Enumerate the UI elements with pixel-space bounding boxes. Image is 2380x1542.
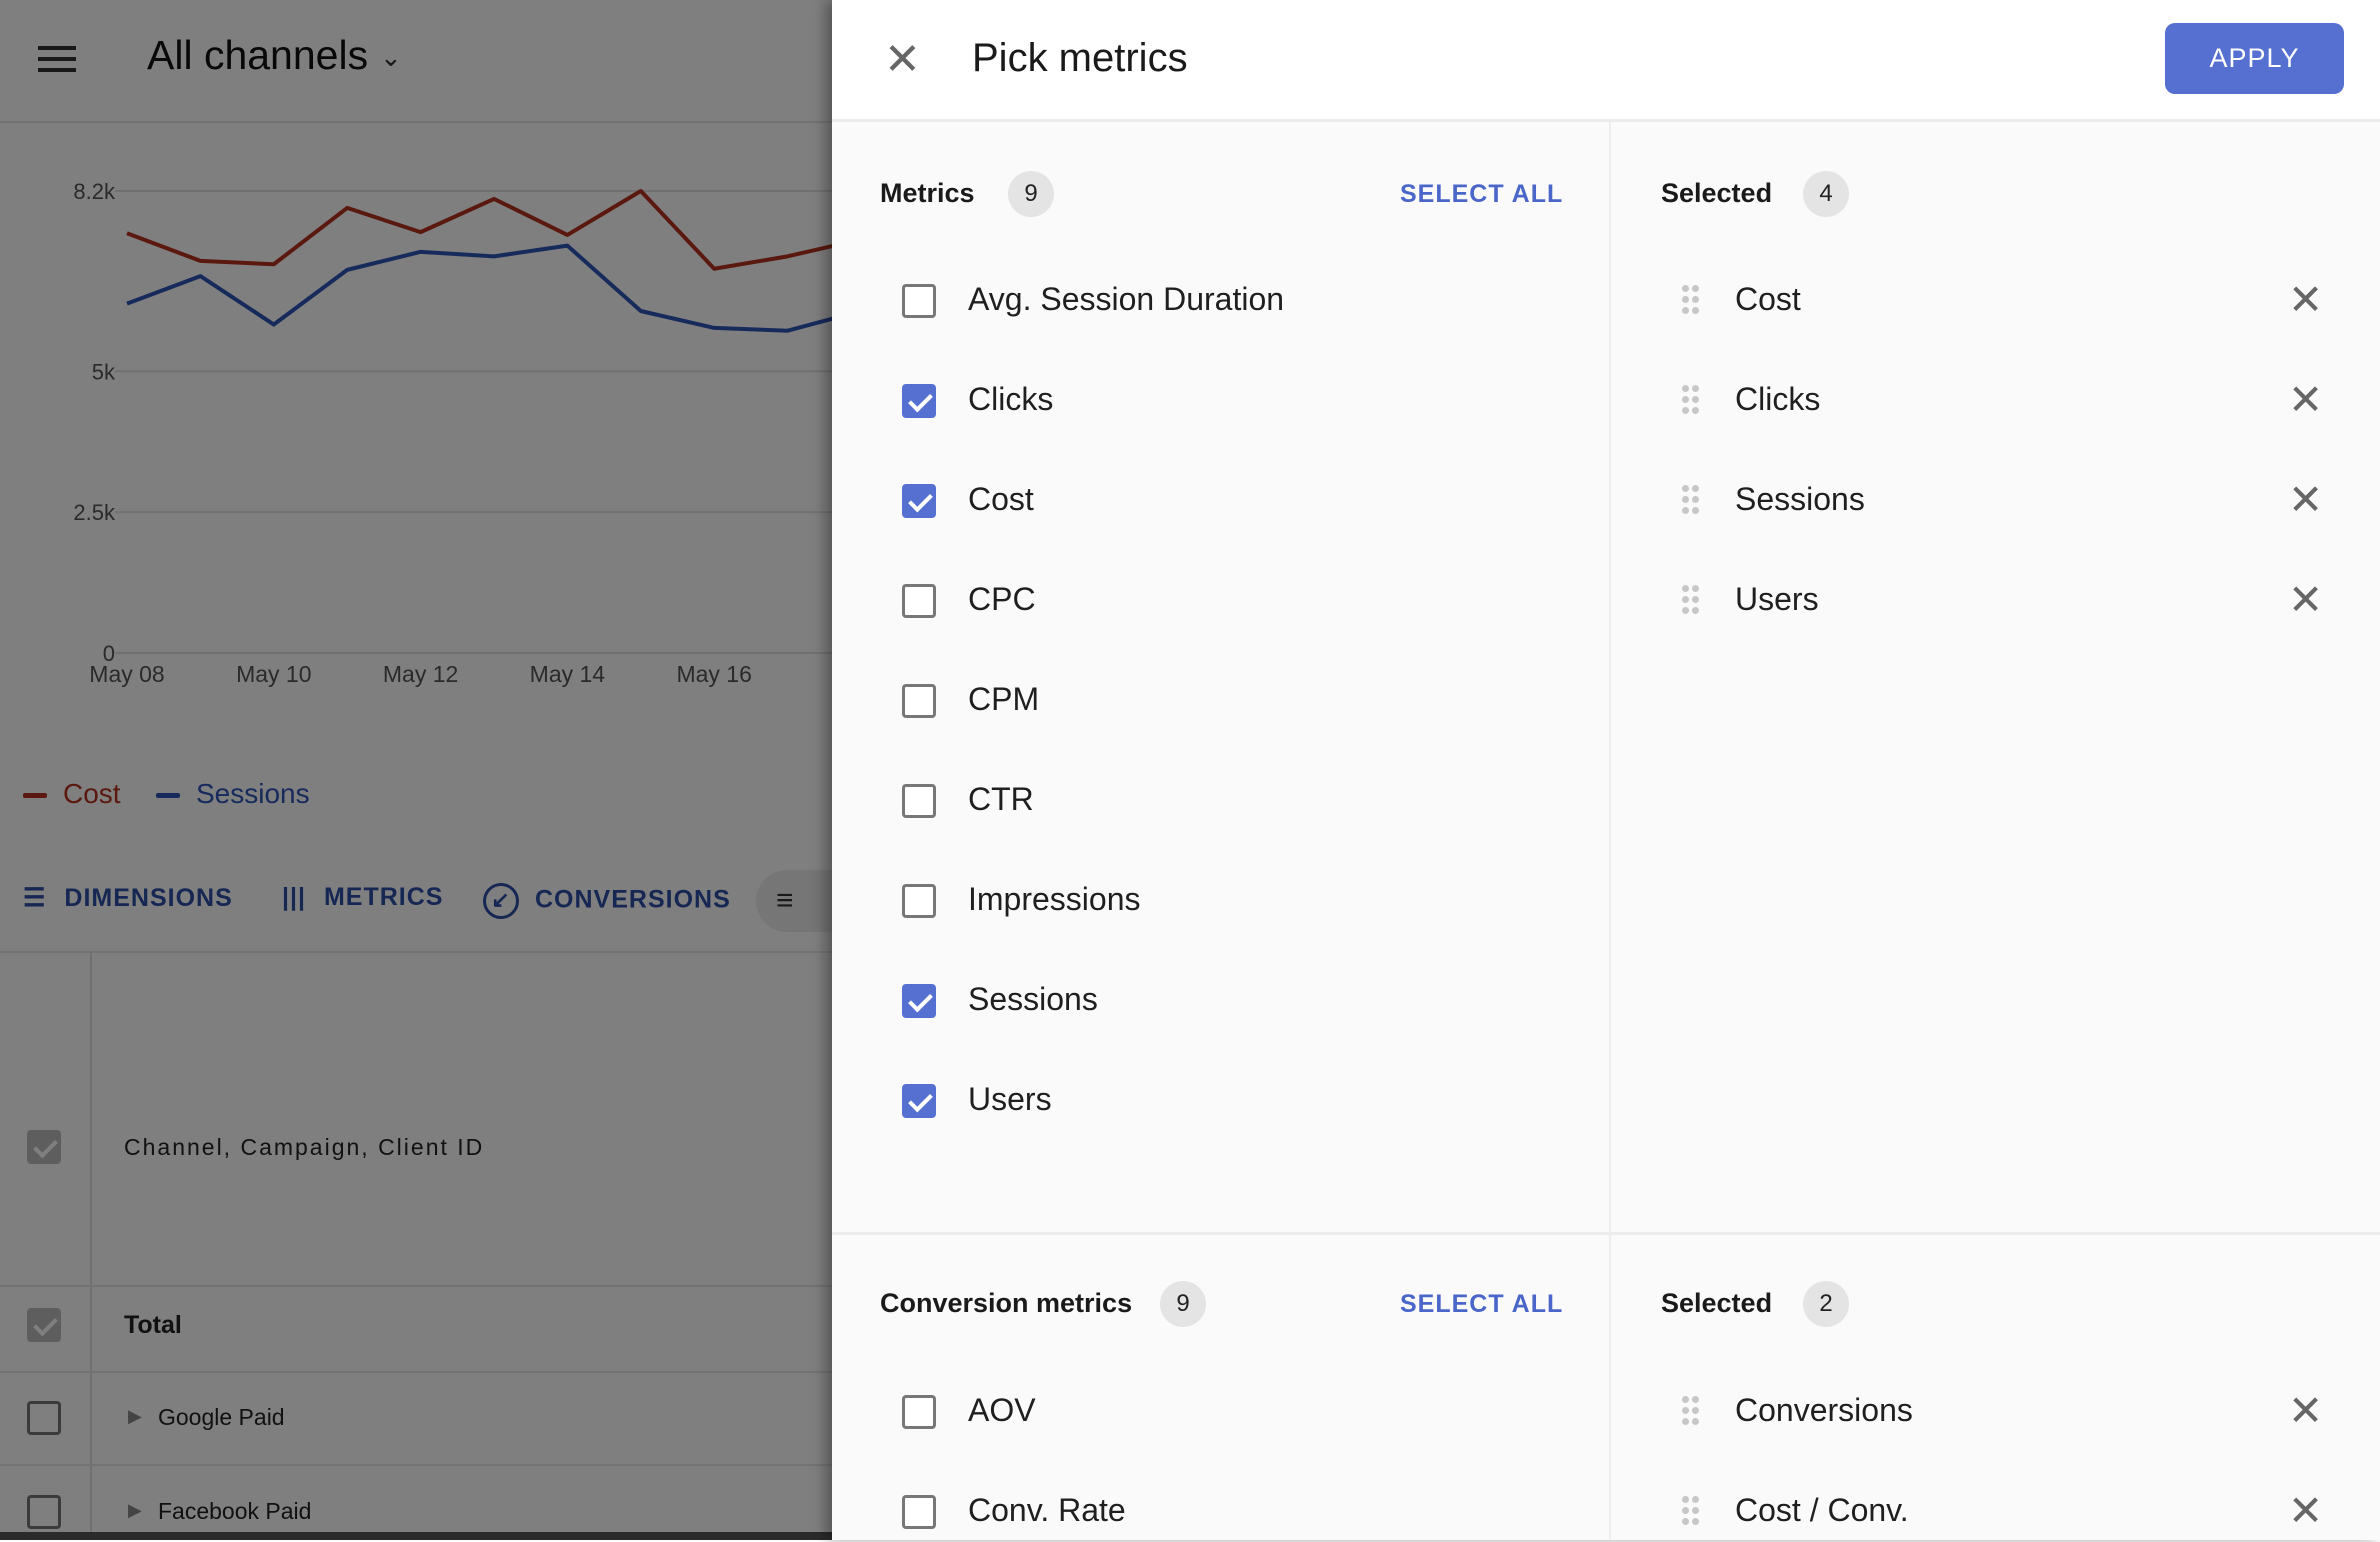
metric-option[interactable]: Conv. Rate <box>902 1482 1602 1542</box>
selected-label: Clicks <box>1735 381 1821 417</box>
metric-label: Clicks <box>968 381 1054 417</box>
metric-option[interactable]: CPM <box>902 671 1602 731</box>
metric-option[interactable]: Cost <box>902 471 1602 531</box>
selected-label: Cost / Conv. <box>1735 1492 1909 1528</box>
metrics-heading: Metrics <box>880 178 975 208</box>
modal-backdrop[interactable] <box>0 0 832 1540</box>
selected-heading: Selected <box>1661 1288 1773 1318</box>
checkbox[interactable] <box>902 984 936 1018</box>
metric-option[interactable]: Sessions <box>902 971 1602 1031</box>
count-badge: 9 <box>1160 1281 1206 1327</box>
remove-icon[interactable]: ✕ <box>2288 1387 2324 1434</box>
drag-handle-icon[interactable] <box>1682 285 1700 315</box>
selected-metric[interactable]: Sessions ✕ <box>1682 471 2342 531</box>
selected-count-badge: 2 <box>1803 1281 1849 1327</box>
selected-label: Cost <box>1735 281 1801 317</box>
metric-option[interactable]: Impressions <box>902 871 1602 931</box>
drag-handle-icon[interactable] <box>1682 1396 1700 1426</box>
metric-label: AOV <box>968 1392 1036 1428</box>
selected-label: Conversions <box>1735 1392 1913 1428</box>
panel-header: ✕ Pick metrics APPLY <box>832 0 2380 122</box>
drag-handle-icon[interactable] <box>1682 485 1700 515</box>
count-badge: 9 <box>1008 171 1054 217</box>
selected-metric[interactable]: Users ✕ <box>1682 571 2342 631</box>
drag-handle-icon[interactable] <box>1682 1496 1700 1526</box>
selected-metric[interactable]: Cost / Conv. ✕ <box>1682 1482 2342 1542</box>
metric-label: CTR <box>968 781 1034 817</box>
conversions-heading: Conversion metrics <box>880 1288 1133 1318</box>
metric-label: Impressions <box>968 881 1141 917</box>
column-divider <box>1609 122 1611 1540</box>
remove-icon[interactable]: ✕ <box>2288 576 2324 623</box>
metric-option[interactable]: CTR <box>902 771 1602 831</box>
metric-option[interactable]: CPC <box>902 571 1602 631</box>
select-all-button[interactable]: SELECT ALL <box>1400 1290 1564 1318</box>
metric-label: Sessions <box>968 981 1098 1017</box>
metric-option[interactable]: Avg. Session Duration <box>902 271 1602 331</box>
section-divider <box>832 1232 2380 1235</box>
remove-icon[interactable]: ✕ <box>2288 376 2324 423</box>
panel-title: Pick metrics <box>972 36 1188 80</box>
drag-handle-icon[interactable] <box>1682 585 1700 615</box>
selected-metric[interactable]: Cost ✕ <box>1682 271 2342 331</box>
drag-handle-icon[interactable] <box>1682 385 1700 415</box>
selected-count-badge: 4 <box>1803 171 1849 217</box>
selected-label: Users <box>1735 581 1819 617</box>
metric-option[interactable]: Clicks <box>902 371 1602 431</box>
metric-label: Cost <box>968 481 1034 517</box>
pick-metrics-panel: ✕ Pick metrics APPLY Metrics 9 SELECT ALL S… <box>832 0 2380 1540</box>
metric-label: Avg. Session Duration <box>968 281 1285 317</box>
remove-icon[interactable]: ✕ <box>2288 1487 2324 1534</box>
selected-heading: Selected <box>1661 178 1773 208</box>
close-icon[interactable]: ✕ <box>884 35 921 84</box>
checkbox[interactable] <box>902 684 936 718</box>
select-all-button[interactable]: SELECT ALL <box>1400 180 1564 208</box>
checkbox[interactable] <box>902 584 936 618</box>
selected-metric[interactable]: Conversions ✕ <box>1682 1382 2342 1442</box>
selected-label: Sessions <box>1735 481 1865 517</box>
checkbox[interactable] <box>902 384 936 418</box>
checkbox[interactable] <box>902 1395 936 1429</box>
checkbox[interactable] <box>902 784 936 818</box>
metric-option[interactable]: AOV <box>902 1382 1602 1442</box>
metric-option[interactable]: Users <box>902 1071 1602 1131</box>
remove-icon[interactable]: ✕ <box>2288 276 2324 323</box>
checkbox[interactable] <box>902 484 936 518</box>
metric-label: Users <box>968 1081 1052 1117</box>
remove-icon[interactable]: ✕ <box>2288 476 2324 523</box>
checkbox[interactable] <box>902 1084 936 1118</box>
metric-label: CPM <box>968 681 1040 717</box>
checkbox[interactable] <box>902 884 936 918</box>
checkbox[interactable] <box>902 284 936 318</box>
selected-metric[interactable]: Clicks ✕ <box>1682 371 2342 431</box>
metric-label: Conv. Rate <box>968 1492 1126 1528</box>
metric-label: CPC <box>968 581 1036 617</box>
checkbox[interactable] <box>902 1495 936 1529</box>
apply-button[interactable]: APPLY <box>2165 23 2344 94</box>
